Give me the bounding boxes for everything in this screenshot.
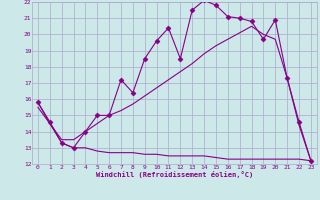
X-axis label: Windchill (Refroidissement éolien,°C): Windchill (Refroidissement éolien,°C) xyxy=(96,171,253,178)
